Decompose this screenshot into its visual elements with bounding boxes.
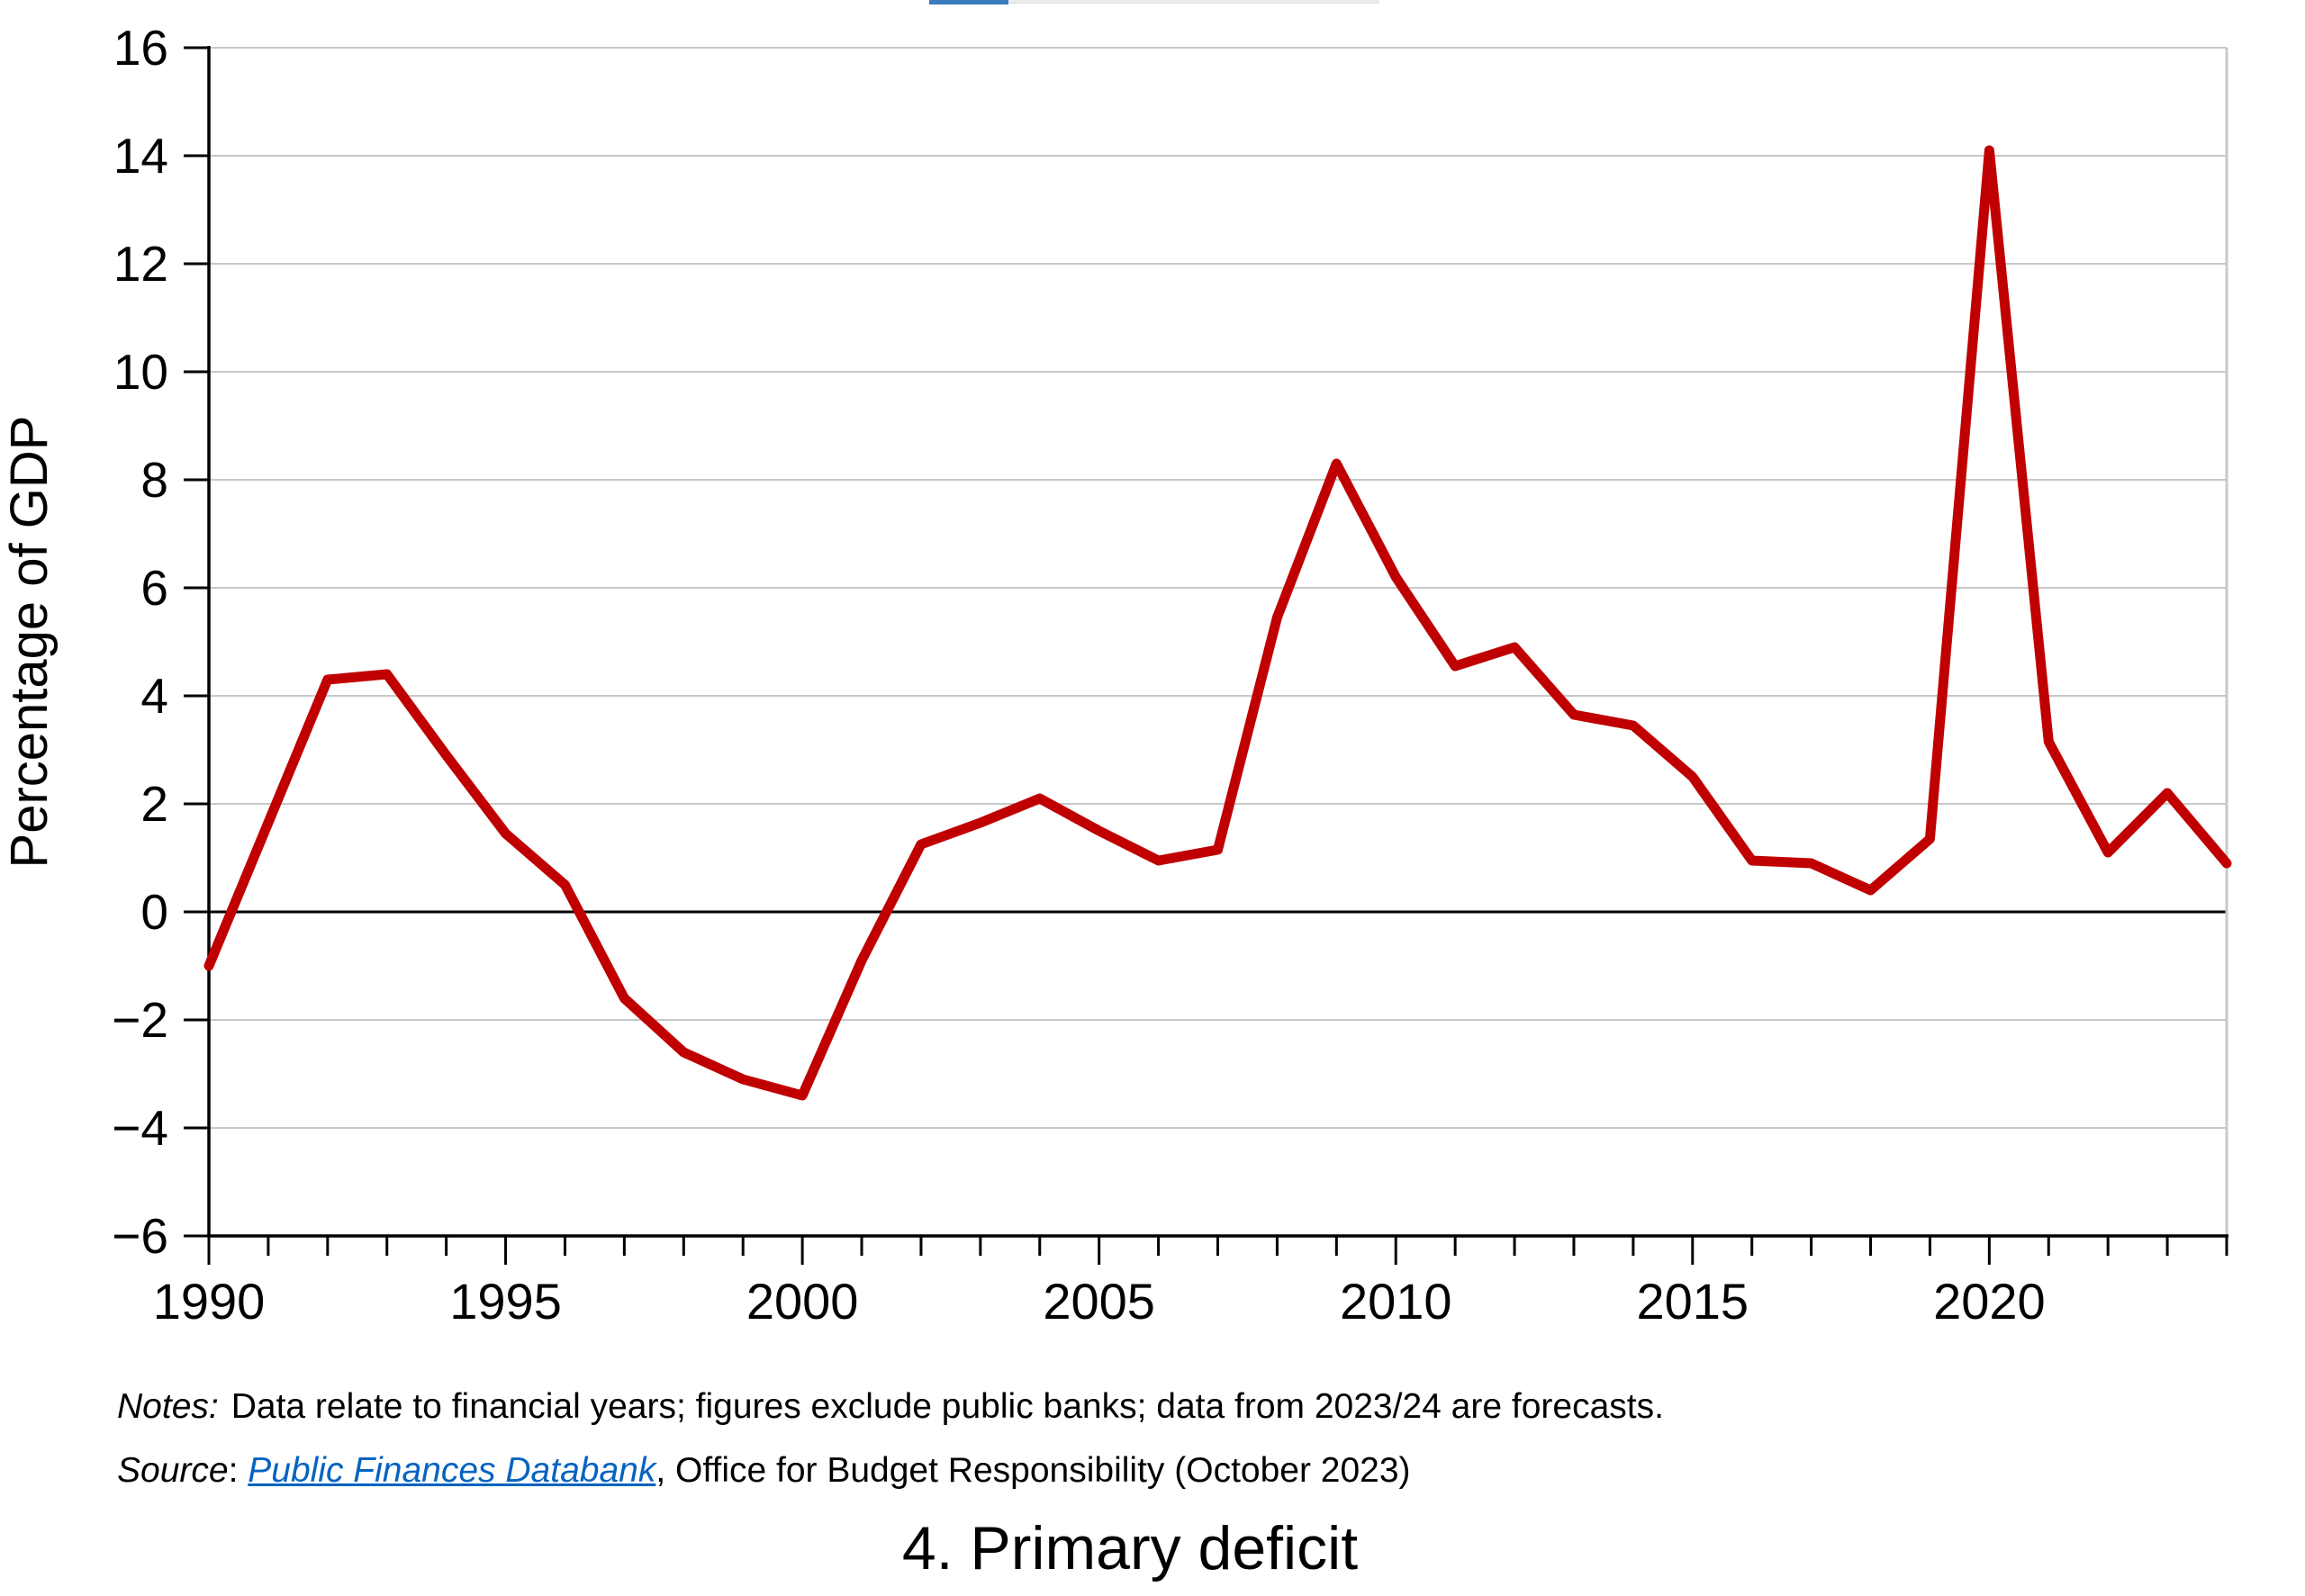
active-tab-indicator[interactable] — [929, 0, 1008, 5]
x-tick-label: 2000 — [746, 1273, 859, 1330]
primary-deficit-chart: −6 −4 −2 0 2 4 6 8 10 12 14 16 1990 1995 2000 2005 2010 2… — [0, 20, 2232, 1330]
notes-label: Notes: — [117, 1387, 219, 1426]
source-label: Source — [117, 1451, 229, 1490]
series-line-primary-deficit — [203, 145, 2232, 1101]
y-tick-label: −4 — [112, 1100, 168, 1156]
x-axis: 1990 1995 2000 2005 2010 2015 2020 — [153, 1236, 2228, 1330]
y-tick-label: 4 — [140, 668, 168, 724]
x-tick-label: 2020 — [1933, 1273, 2046, 1330]
y-tick-label: 10 — [113, 344, 168, 400]
chart-notes: Notes: Data relate to financial years; fi… — [117, 1387, 1664, 1427]
y-axis-title: Percentage of GDP — [0, 416, 59, 869]
chart-title: 4. Primary deficit — [901, 1514, 1359, 1582]
y-tick-label: 14 — [113, 128, 168, 184]
gridlines — [209, 47, 2227, 1129]
y-tick-label: 16 — [113, 20, 168, 76]
chart-source: Source: Public Finances Databank, Office… — [117, 1451, 1411, 1491]
y-tick-label: 2 — [140, 776, 168, 832]
x-tick-label: 2015 — [1637, 1273, 1749, 1330]
y-tick-label: 8 — [140, 452, 168, 508]
y-tick-label: 6 — [140, 560, 168, 616]
y-tick-label: −6 — [112, 1208, 168, 1264]
source-link[interactable]: Public Finances Databank — [248, 1451, 656, 1490]
x-tick-label: 1990 — [153, 1273, 266, 1330]
top-tab-strip — [0, 0, 2305, 5]
tab-strip-track — [1008, 0, 1379, 4]
x-tick-label: 2010 — [1340, 1273, 1452, 1330]
y-tick-label: 12 — [113, 236, 168, 292]
source-separator: : — [228, 1451, 249, 1490]
source-rest: , Office for Budget Responsibility (Octo… — [655, 1451, 1411, 1490]
y-tick-label: 0 — [140, 884, 168, 940]
y-tick-label: −2 — [112, 992, 168, 1048]
y-axis: −6 −4 −2 0 2 4 6 8 10 12 14 16 — [112, 20, 209, 1264]
x-tick-label: 1995 — [449, 1273, 562, 1330]
x-tick-label: 2005 — [1043, 1273, 1155, 1330]
notes-text: Data relate to financial years; figures … — [230, 1387, 1664, 1426]
